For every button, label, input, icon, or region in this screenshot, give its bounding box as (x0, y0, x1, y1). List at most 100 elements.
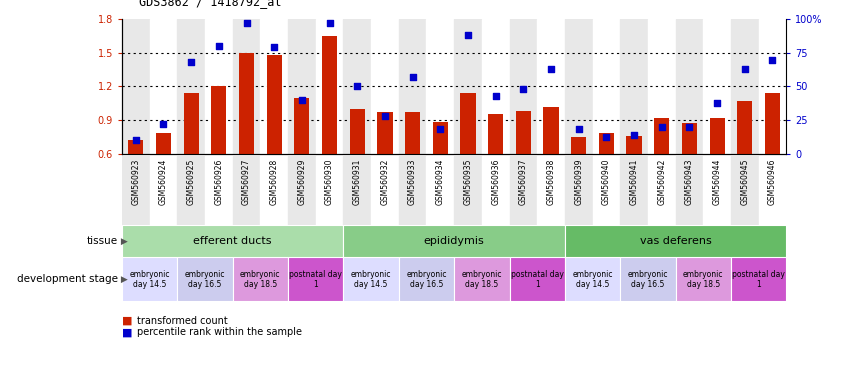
Text: ■: ■ (122, 327, 136, 337)
Bar (233, 19, 261, 154)
Point (212, 43, 225, 49)
Point (267, 45, 281, 51)
Text: postnatal day
1: postnatal day 1 (289, 270, 342, 289)
Bar (510, 19, 537, 154)
Bar (654, 118, 669, 154)
Text: embryonic
day 16.5: embryonic day 16.5 (627, 270, 668, 289)
Bar (759, 156, 786, 225)
Bar (371, 19, 399, 154)
Text: GSM560926: GSM560926 (214, 159, 224, 205)
Bar (122, 225, 343, 257)
Bar (267, 55, 282, 154)
Point (184, 59, 198, 65)
Bar (399, 19, 426, 154)
Bar (454, 156, 482, 225)
Text: epididymis: epididymis (424, 236, 484, 246)
Bar (537, 19, 565, 154)
Point (240, 20, 253, 26)
Bar (239, 53, 254, 154)
Bar (543, 107, 558, 154)
Bar (565, 19, 593, 154)
Point (489, 93, 502, 99)
Point (351, 83, 364, 89)
Text: embryonic
day 16.5: embryonic day 16.5 (185, 270, 225, 289)
Text: embryonic
day 14.5: embryonic day 14.5 (573, 270, 613, 289)
Bar (621, 257, 675, 301)
Bar (510, 156, 537, 225)
Text: GSM560924: GSM560924 (159, 159, 168, 205)
Bar (593, 156, 620, 225)
Bar (371, 156, 399, 225)
Bar (156, 134, 171, 154)
Bar (399, 257, 454, 301)
Bar (675, 156, 703, 225)
Text: GDS3862 / 1418792_at: GDS3862 / 1418792_at (139, 0, 281, 8)
Bar (682, 123, 697, 154)
Text: embryonic
day 18.5: embryonic day 18.5 (241, 270, 281, 289)
Text: transformed count: transformed count (137, 316, 228, 326)
Bar (315, 156, 343, 225)
Text: GSM560930: GSM560930 (325, 159, 334, 205)
Text: GSM560934: GSM560934 (436, 159, 445, 205)
Bar (122, 156, 150, 225)
Point (295, 97, 309, 103)
Bar (621, 156, 648, 225)
Text: GSM560931: GSM560931 (352, 159, 362, 205)
Text: GSM560943: GSM560943 (685, 159, 694, 205)
Bar (648, 156, 675, 225)
Text: GSM560936: GSM560936 (491, 159, 500, 205)
Bar (205, 19, 233, 154)
Text: development stage: development stage (17, 274, 118, 285)
Bar (703, 19, 731, 154)
Bar (261, 19, 288, 154)
Point (129, 137, 142, 143)
Bar (405, 112, 420, 154)
Bar (233, 156, 261, 225)
Text: GSM560932: GSM560932 (380, 159, 389, 205)
Text: postnatal day
1: postnatal day 1 (510, 270, 563, 289)
Bar (565, 257, 620, 301)
Text: GSM560942: GSM560942 (658, 159, 666, 205)
Bar (510, 257, 565, 301)
Bar (261, 156, 288, 225)
Text: GSM560928: GSM560928 (270, 159, 278, 205)
Bar (454, 19, 482, 154)
Text: GSM560929: GSM560929 (298, 159, 306, 205)
Bar (710, 118, 725, 154)
Text: GSM560937: GSM560937 (519, 159, 528, 205)
Point (156, 121, 170, 127)
Bar (593, 19, 620, 154)
Bar (211, 86, 226, 154)
Bar (627, 136, 642, 154)
Bar (426, 19, 454, 154)
Bar (621, 19, 648, 154)
Text: GSM560938: GSM560938 (547, 159, 556, 205)
Point (655, 124, 669, 130)
Text: GSM560927: GSM560927 (242, 159, 251, 205)
Bar (150, 19, 177, 154)
Bar (460, 93, 476, 154)
Text: GSM560925: GSM560925 (187, 159, 196, 205)
Text: postnatal day
1: postnatal day 1 (733, 270, 785, 289)
Text: GSM560923: GSM560923 (131, 159, 140, 205)
Bar (150, 156, 177, 225)
Bar (731, 156, 759, 225)
Point (544, 66, 558, 72)
Point (461, 32, 474, 38)
Point (378, 113, 392, 119)
Bar (731, 19, 759, 154)
Bar (288, 156, 315, 225)
Bar (675, 257, 731, 301)
Bar (205, 156, 233, 225)
Point (434, 126, 447, 132)
Text: embryonic
day 18.5: embryonic day 18.5 (462, 270, 502, 289)
Bar (177, 19, 205, 154)
Text: vas deferens: vas deferens (640, 236, 711, 246)
Bar (294, 98, 309, 154)
Text: GSM560941: GSM560941 (630, 159, 638, 205)
Bar (482, 156, 510, 225)
Bar (128, 140, 144, 154)
Bar (648, 19, 675, 154)
Bar (122, 257, 177, 301)
Bar (183, 93, 198, 154)
